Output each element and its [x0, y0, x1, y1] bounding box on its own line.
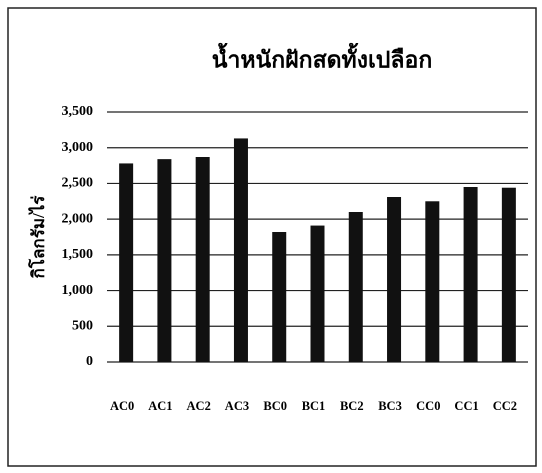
bar: [119, 163, 134, 362]
bar: [310, 225, 325, 362]
y-tick-label: 3,500: [62, 104, 94, 119]
x-tick-label: AC2: [187, 399, 211, 413]
chart-frame: [7, 7, 537, 467]
bar: [272, 232, 287, 362]
bar: [501, 187, 516, 362]
x-tick-label: AC1: [148, 399, 172, 413]
y-tick-label: 2,500: [62, 176, 94, 191]
y-tick-label: 500: [72, 319, 93, 334]
y-tick-label: 0: [86, 354, 93, 369]
x-tick-label: BC1: [302, 399, 326, 413]
chart-title: น้ำหนักฝักสดทั้งเปลือก: [212, 42, 433, 72]
x-tick-label: CC2: [493, 399, 517, 413]
x-tick-label: CC0: [416, 399, 440, 413]
x-tick-label: AC3: [225, 399, 249, 413]
x-tick-label: BC0: [263, 399, 287, 413]
x-tick-label: BC2: [340, 399, 364, 413]
x-tick-label: BC3: [378, 399, 402, 413]
bar: [157, 159, 172, 362]
x-tick-label: CC1: [454, 399, 478, 413]
y-tick-label: 1,000: [62, 283, 94, 298]
y-tick-label: 2,000: [62, 211, 94, 226]
y-tick-label: 3,000: [62, 140, 94, 155]
bar: [463, 187, 478, 362]
bar: [387, 197, 402, 362]
bar: [425, 201, 440, 362]
x-tick-label: AC0: [110, 399, 134, 413]
bar: [348, 212, 363, 362]
y-axis-label: กิโลกรัม/ไร่: [28, 195, 48, 279]
bar: [195, 157, 210, 362]
bar: [233, 138, 248, 362]
y-tick-label: 1,500: [62, 247, 94, 262]
